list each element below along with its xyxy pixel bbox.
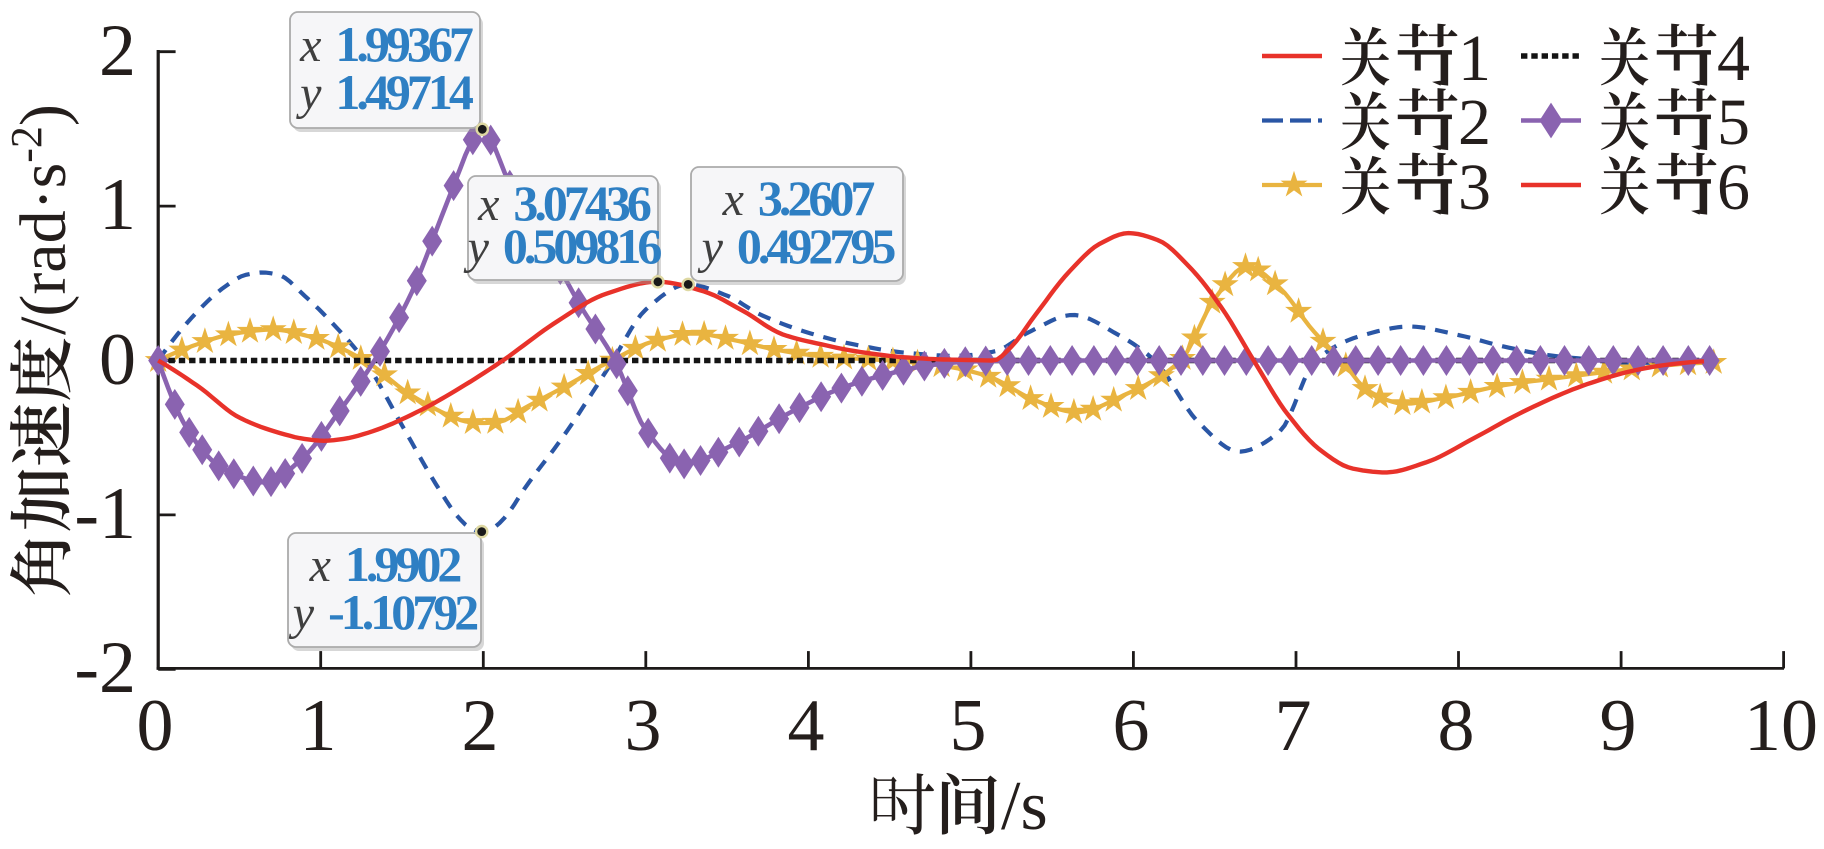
svg-text:x1.99367: x 1.99367 bbox=[299, 16, 473, 72]
svg-text:9: 9 bbox=[1600, 685, 1637, 767]
svg-text:6: 6 bbox=[1717, 151, 1750, 224]
svg-text:5: 5 bbox=[950, 685, 987, 767]
svg-text:x1.9902: x 1.9902 bbox=[309, 536, 461, 592]
svg-text:y0.509816: y 0.509816 bbox=[463, 218, 662, 274]
svg-text:-1: -1 bbox=[74, 473, 136, 555]
svg-text:10: 10 bbox=[1744, 685, 1818, 767]
svg-text:4: 4 bbox=[788, 685, 825, 767]
svg-text:1: 1 bbox=[99, 164, 136, 246]
svg-text:y-1.10792: y -1.10792 bbox=[288, 584, 477, 640]
svg-text:1: 1 bbox=[300, 685, 337, 767]
svg-text:1: 1 bbox=[1458, 22, 1491, 95]
svg-text:2: 2 bbox=[1458, 86, 1491, 159]
svg-text:0: 0 bbox=[99, 319, 136, 401]
svg-text:2: 2 bbox=[462, 685, 499, 767]
svg-text:7: 7 bbox=[1275, 685, 1312, 767]
svg-text:6: 6 bbox=[1113, 685, 1150, 767]
svg-text:-2: -2 bbox=[74, 627, 136, 709]
svg-text:2: 2 bbox=[99, 10, 136, 92]
svg-text:y0.492795: y 0.492795 bbox=[697, 218, 896, 274]
svg-text:y1.49714: y 1.49714 bbox=[295, 64, 474, 120]
svg-text:5: 5 bbox=[1717, 86, 1750, 159]
svg-text:4: 4 bbox=[1717, 22, 1750, 95]
svg-text:x3.07436: x 3.07436 bbox=[477, 175, 651, 231]
svg-text:8: 8 bbox=[1438, 685, 1475, 767]
svg-text:0: 0 bbox=[137, 685, 174, 767]
svg-text:3: 3 bbox=[1458, 151, 1491, 224]
svg-text:/s: /s bbox=[1001, 768, 1048, 844]
svg-text:x3.2607: x 3.2607 bbox=[722, 170, 875, 226]
svg-text:3: 3 bbox=[625, 685, 662, 767]
